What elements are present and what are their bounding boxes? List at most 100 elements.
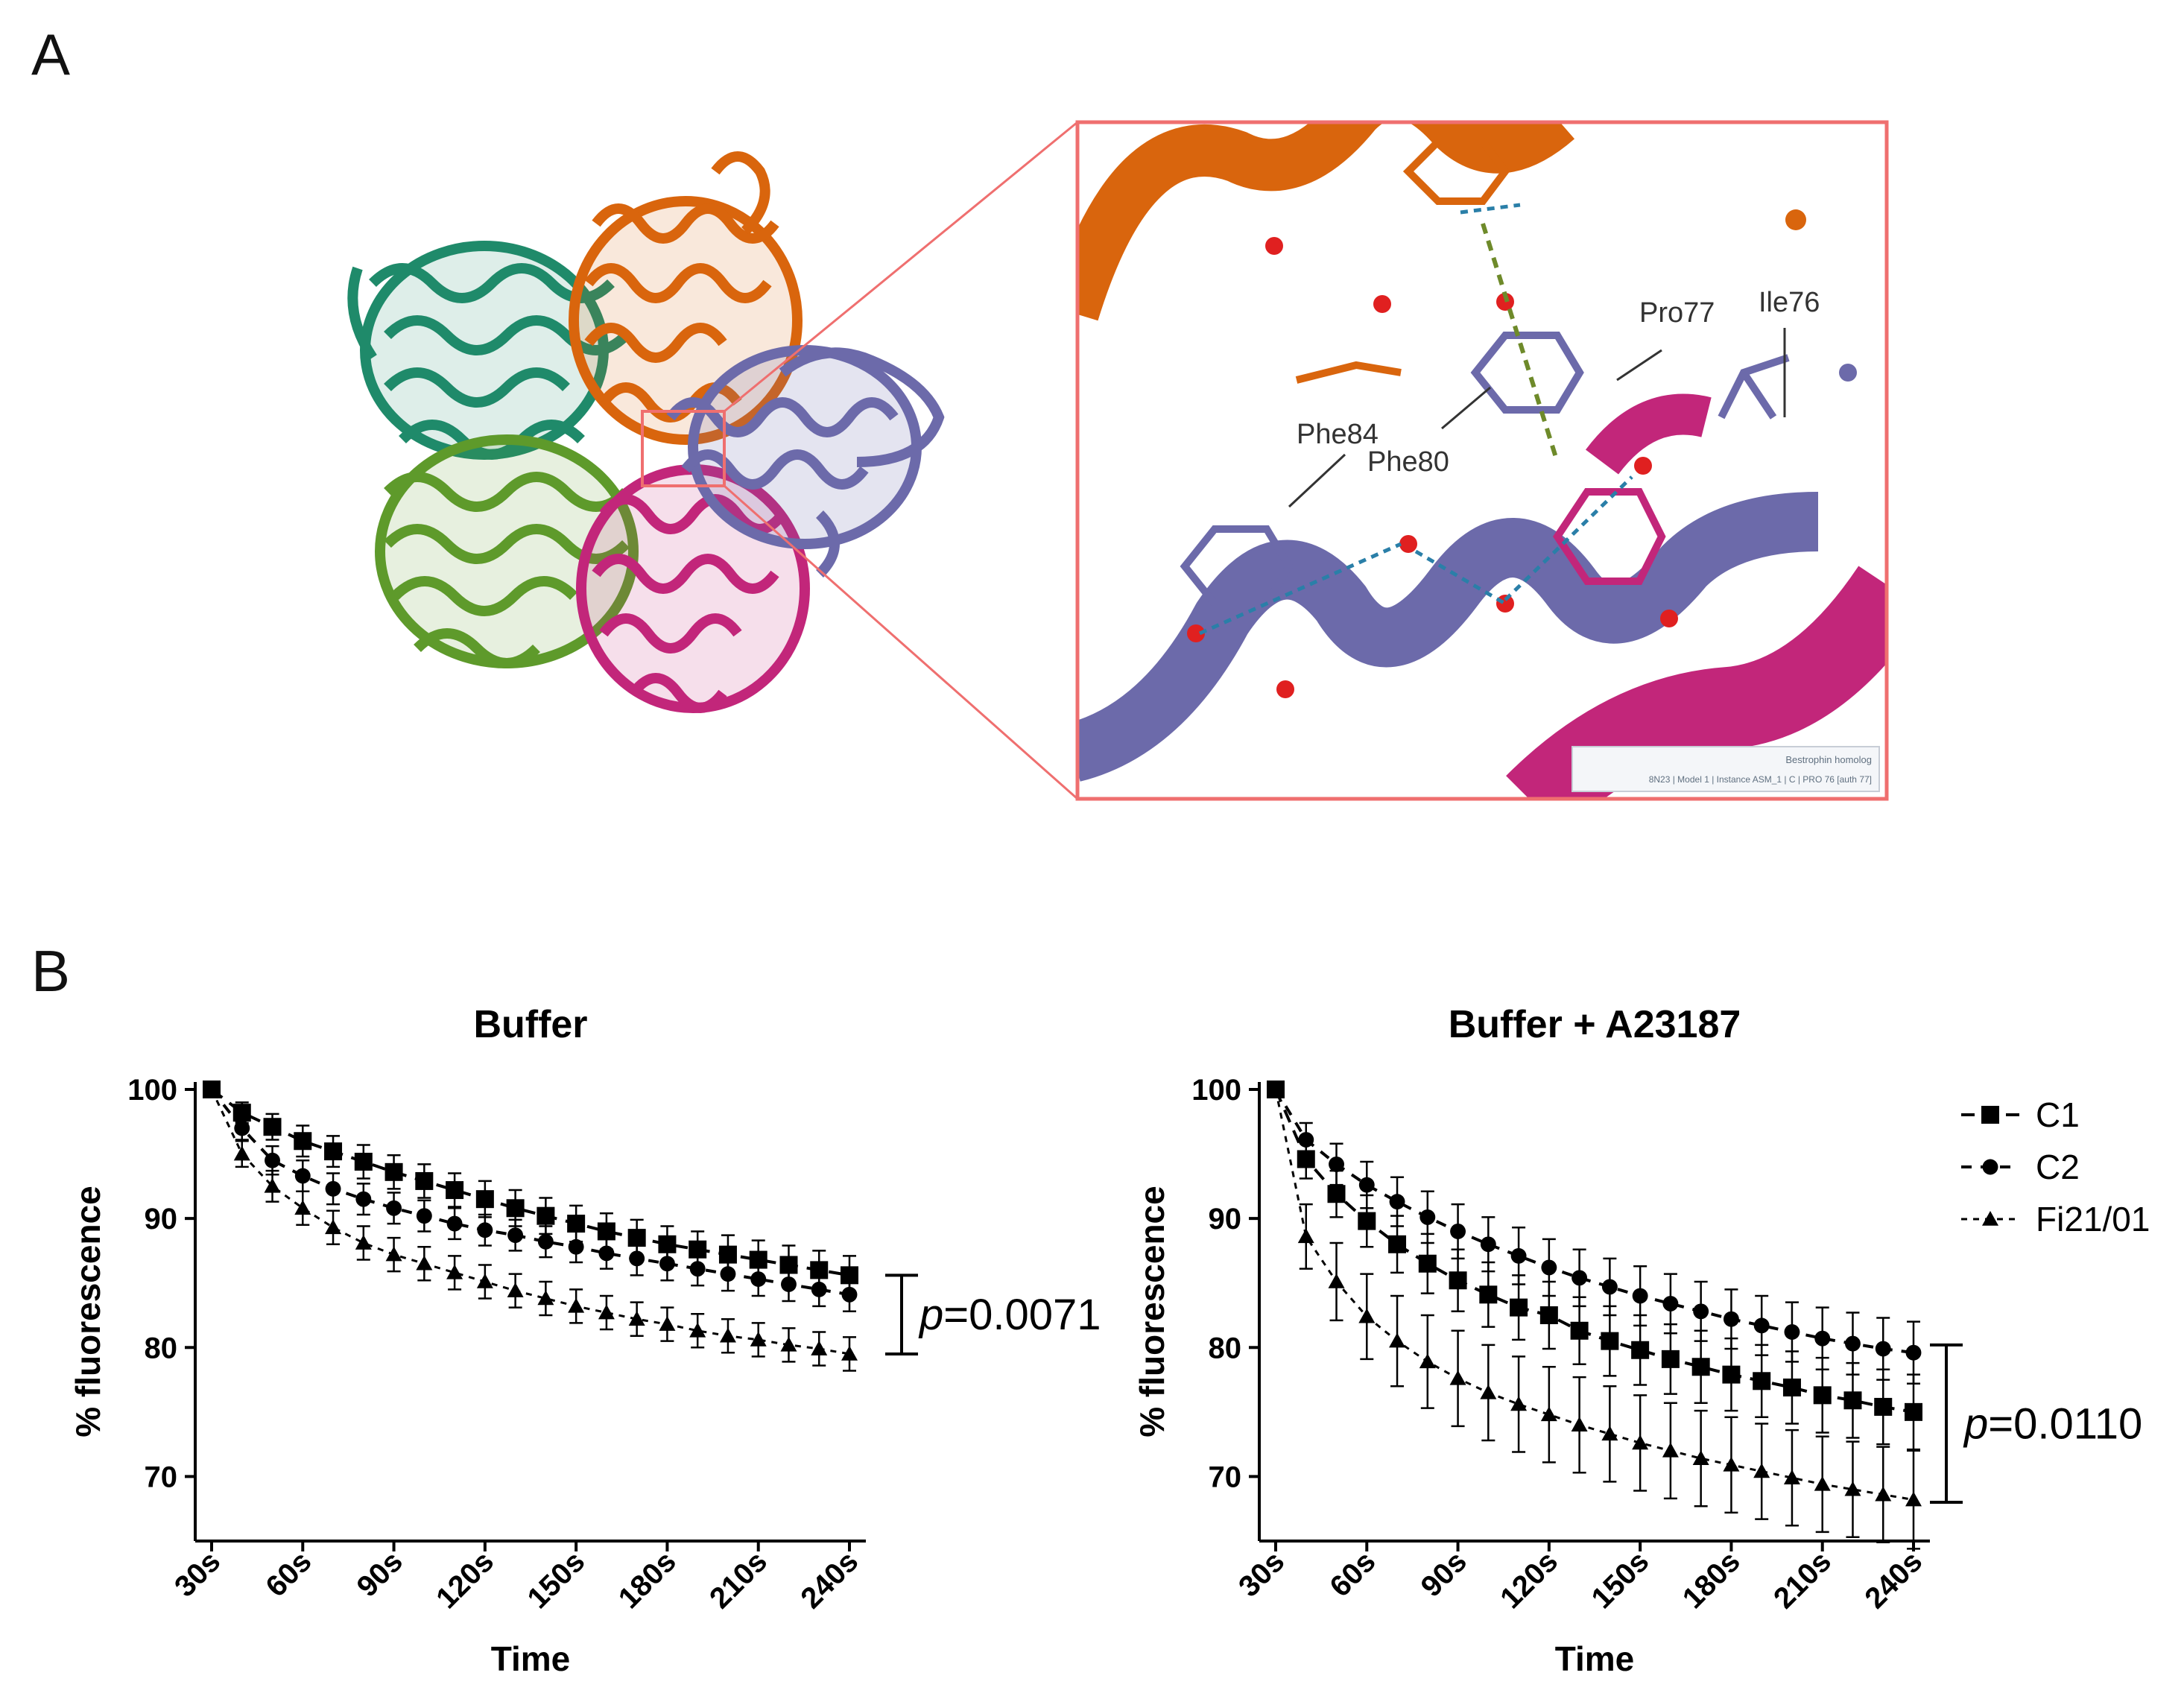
series-line [210, 1088, 850, 1297]
series-line [210, 1088, 850, 1277]
data-point [1723, 1311, 1739, 1327]
data-point [1419, 1209, 1436, 1225]
data-point [1450, 1224, 1466, 1239]
purple-chain [666, 345, 945, 578]
data-point [1753, 1463, 1770, 1478]
y-axis-label: % fluorescence [69, 1186, 107, 1437]
panel-label-a: A [31, 22, 71, 87]
residue-zoom-view: Phe84 Phe80 Pro77 Ile76 Bestrophin homol… [1075, 120, 1889, 801]
data-point [1571, 1417, 1588, 1431]
data-point [1267, 1081, 1284, 1096]
series-triangle [1267, 1081, 1922, 1550]
data-point [1389, 1332, 1406, 1348]
data-point [1753, 1372, 1771, 1390]
data-point [1480, 1384, 1497, 1399]
data-point [1661, 1350, 1680, 1368]
atoms [1187, 209, 1857, 698]
x-tick-label: 180s [1677, 1545, 1747, 1615]
x-tick-label: 30s [168, 1545, 227, 1603]
chart-title: Buffer [473, 1003, 587, 1046]
data-point [1601, 1279, 1618, 1295]
chart-buffer-a23187: Buffer + A23187 70 80 90 100 30s 60s 90s 120s 150… [1133, 1003, 2150, 1678]
series-circle [1267, 1081, 1922, 1385]
data-point [1480, 1236, 1496, 1253]
data-point [1905, 1344, 1922, 1361]
data-point [780, 1336, 797, 1352]
data-point [1540, 1406, 1557, 1422]
data-point [265, 1152, 280, 1168]
legend-marker [1981, 1106, 1999, 1124]
data-point [1328, 1273, 1345, 1288]
data-point [1784, 1324, 1800, 1340]
data-point [1418, 1254, 1437, 1273]
orange-chain [569, 151, 803, 445]
data-point [1358, 1212, 1376, 1230]
data-point [598, 1304, 615, 1320]
data-point [475, 1190, 494, 1209]
data-point [1419, 1353, 1436, 1369]
h-bonds [1198, 203, 1633, 636]
series-line [1274, 1089, 1914, 1502]
x-tick-label: 150s [1585, 1545, 1655, 1615]
data-point [1327, 1185, 1346, 1203]
legend-marker [1982, 1211, 1998, 1226]
data-point [324, 1142, 343, 1161]
data-point [1389, 1194, 1405, 1210]
data-point [567, 1215, 586, 1233]
data-point [294, 1200, 311, 1215]
data-point [263, 1118, 282, 1136]
data-point [294, 1132, 312, 1151]
series-line [1274, 1089, 1914, 1414]
data-point [628, 1311, 645, 1326]
pi-stack-line [1481, 223, 1560, 463]
x-tick-label: 180s [613, 1545, 683, 1615]
data-point [1570, 1321, 1589, 1340]
data-point [1844, 1481, 1861, 1496]
x-tick-label: 210s [1767, 1545, 1838, 1615]
x-tick-label: 120s [1494, 1545, 1564, 1615]
data-point [1571, 1270, 1588, 1286]
legend-label: C1 [2036, 1095, 2080, 1134]
data-point [536, 1206, 555, 1225]
data-point [659, 1316, 676, 1331]
data-point [841, 1286, 858, 1303]
data-point [1358, 1177, 1375, 1193]
data-point [1874, 1397, 1893, 1416]
x-tick-label: 30s [1232, 1545, 1291, 1603]
data-point [1843, 1391, 1862, 1410]
data-point [416, 1208, 432, 1224]
y-tick-label: 100 [1191, 1074, 1241, 1107]
data-point [598, 1245, 615, 1262]
data-point [203, 1081, 220, 1096]
chart-title: Buffer + A23187 [1449, 1003, 1741, 1046]
data-point [1449, 1370, 1466, 1385]
data-point [1691, 1358, 1710, 1376]
data-point [416, 1255, 433, 1271]
x-tick-label: 240s [794, 1545, 864, 1615]
data-point [1905, 1402, 1922, 1421]
residue-label-phe80: Phe80 [1367, 446, 1449, 478]
legend-label: C2 [2036, 1148, 2080, 1186]
residue-label-ile76: Ile76 [1759, 287, 1820, 318]
data-point [1814, 1330, 1831, 1347]
data-point [1723, 1456, 1740, 1472]
data-point [385, 1246, 402, 1262]
series-circle [203, 1081, 858, 1313]
y-tick-label: 70 [1209, 1461, 1242, 1493]
data-point [750, 1331, 767, 1347]
data-point [1693, 1303, 1709, 1320]
data-point [1753, 1317, 1770, 1334]
data-point [811, 1341, 828, 1355]
y-tick-label: 90 [145, 1203, 178, 1236]
teal-chain [347, 241, 630, 460]
x-axis-label: Time [491, 1639, 571, 1678]
y-tick-label: 70 [145, 1461, 178, 1493]
data-point [446, 1264, 463, 1279]
data-point [537, 1290, 554, 1306]
x-tick-label: 90s [1415, 1545, 1473, 1603]
data-point [446, 1215, 463, 1232]
data-point [415, 1171, 434, 1190]
data-point [659, 1256, 675, 1272]
data-point [1298, 1132, 1314, 1148]
x-tick-label: 150s [521, 1545, 591, 1615]
